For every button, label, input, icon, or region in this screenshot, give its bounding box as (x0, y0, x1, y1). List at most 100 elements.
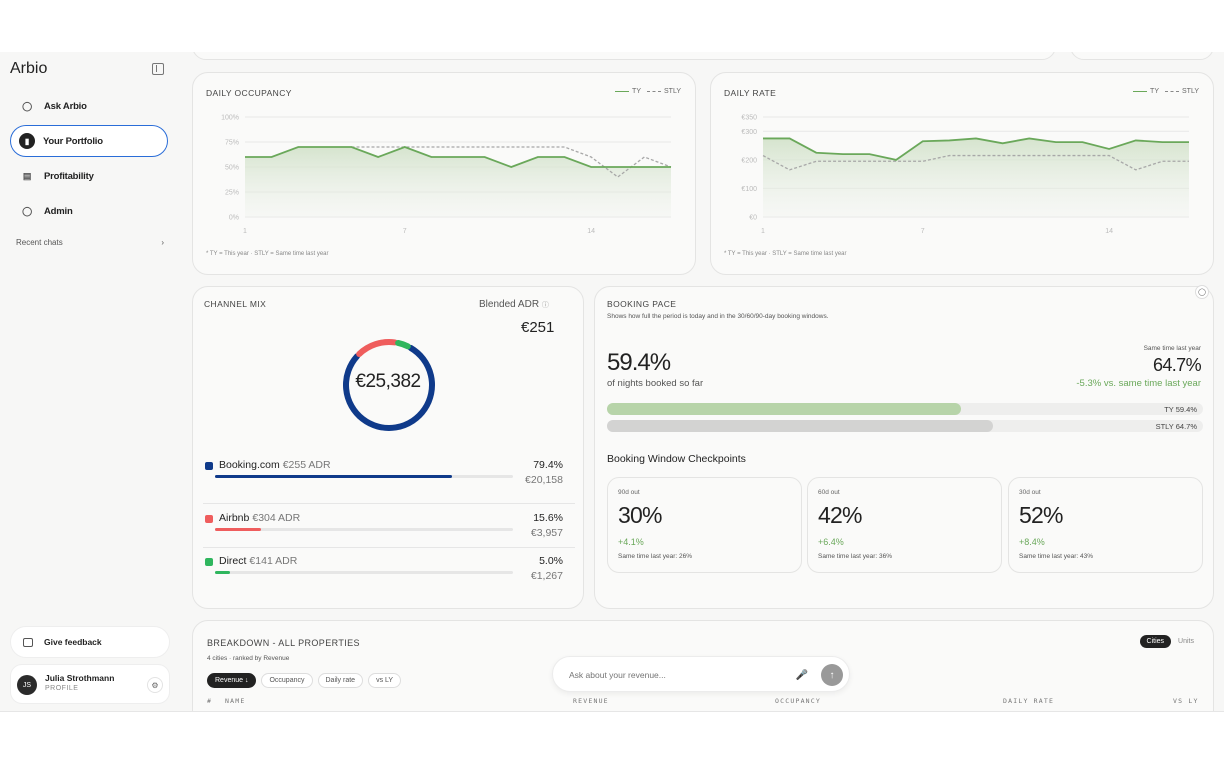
stly-progress-fill (607, 420, 993, 432)
rate-chart: €350 €300 €200 €100 €0 1 7 14 (741, 115, 1189, 235)
column-header-vs-ly[interactable]: VS LY (1173, 697, 1199, 705)
x-tick-label: 14 (587, 228, 595, 235)
chat-bubble-icon[interactable]: ◯ (1195, 285, 1209, 299)
chart-footnote: * TY = This year · STLY = Same time last… (724, 251, 847, 257)
x-tick-label: 7 (403, 228, 407, 235)
profile-role: PROFILE (45, 685, 79, 692)
daily-occupancy-card: DAILY OCCUPANCY TY STLY 100% 75% 50% 25% 0% 1… (192, 72, 696, 275)
ty-series-line (245, 146, 671, 168)
ask-input[interactable] (569, 667, 769, 683)
y-tick-label: €100 (741, 186, 757, 193)
divider (203, 547, 575, 548)
top-card-strip (1070, 52, 1214, 60)
app-frame: Arbio ◯ Ask Arbio ▮ Your Portfolio ▤ Pro… (0, 52, 1224, 712)
y-tick-label: 100% (221, 115, 239, 122)
avatar: JS (17, 675, 37, 695)
toggle-cities[interactable]: Cities (1139, 635, 1172, 648)
give-feedback-label: Give feedback (44, 637, 102, 647)
column-header-revenue[interactable]: REVENUE (573, 697, 609, 705)
card-title: DAILY RATE (724, 88, 777, 98)
send-button[interactable]: ↑ (821, 664, 843, 686)
card-subtitle: Shows how full the period is today and i… (607, 313, 829, 320)
shield-icon: ◯ (22, 205, 32, 216)
sidebar-item-profitability[interactable]: ▤ Profitability (10, 160, 168, 192)
wallet-icon: ▤ (22, 170, 32, 181)
sort-occupancy[interactable]: Occupancy (261, 673, 313, 688)
y-tick-label: 0% (229, 215, 239, 222)
legend-swatch-ty (615, 91, 630, 92)
recent-chats-toggle[interactable]: Recent chats › (16, 238, 164, 247)
blended-adr-text: Blended ADR (479, 299, 540, 310)
channel-bar-track (215, 475, 513, 478)
legend-label-stly: STLY (1182, 88, 1199, 95)
legend-swatch-stly (1165, 91, 1179, 92)
y-tick-label: 50% (225, 165, 239, 172)
sort-vs-ly[interactable]: vs LY (368, 673, 402, 688)
channel-revenue: €1,267 (530, 570, 563, 582)
chart-legend: TY STLY (615, 88, 681, 95)
ty-progress-fill (607, 403, 962, 415)
channel-bar-fill (215, 528, 262, 531)
checkpoint-value: 52% (1019, 502, 1063, 528)
chat-bubble-icon: ◯ (22, 100, 32, 111)
stly-progress-label: STLY 64.7% (1155, 422, 1197, 431)
checkpoint-stly: Same time last year: 43% (1019, 553, 1094, 560)
column-header-daily-rate[interactable]: DAILY RATE (1003, 697, 1055, 705)
checkpoint-label: 30d out (1019, 489, 1041, 496)
legend-label-ty: TY (1150, 88, 1159, 95)
profile-card[interactable]: JS Julia Strothmann PROFILE ⚙ (10, 664, 170, 704)
chart-legend: TY STLY (1133, 88, 1199, 95)
column-header-name[interactable]: NAME (225, 697, 246, 705)
channel-bar-track (215, 528, 513, 531)
divider (203, 503, 575, 504)
channel-pct: 15.6% (533, 512, 563, 524)
y-tick-label: 75% (225, 140, 239, 147)
x-tick-label: 14 (1105, 228, 1113, 235)
view-toggle: Cities Units (1139, 635, 1201, 648)
sidebar-item-admin[interactable]: ◯ Admin (10, 195, 168, 227)
channel-swatch (205, 558, 213, 566)
channel-pct: 79.4% (533, 459, 563, 471)
sort-revenue[interactable]: Revenue ↓ (207, 673, 257, 688)
donut-slice (343, 344, 435, 431)
y-tick-label: €0 (749, 215, 757, 222)
column-header-index[interactable]: # (207, 697, 213, 705)
channel-bar-fill (215, 475, 452, 478)
blended-adr-value: €251 (521, 319, 555, 336)
checkpoint-diff: +8.4% (1019, 537, 1045, 547)
y-tick-label: €350 (741, 115, 757, 122)
daily-rate-card: DAILY RATE TY STLY €350 €300 €200 €100 €0 1 7 1… (710, 72, 1214, 275)
info-icon[interactable]: ⓘ (541, 302, 549, 309)
give-feedback-button[interactable]: Give feedback (10, 626, 170, 658)
microphone-icon[interactable]: 🎤 (795, 669, 809, 681)
checkpoint-stly: Same time last year: 26% (618, 553, 693, 560)
sidebar-collapse-icon[interactable] (152, 63, 164, 75)
settings-gear-icon[interactable]: ⚙ (147, 677, 163, 693)
channel-adr: €255 ADR (282, 459, 331, 471)
sidebar-nav: ◯ Ask Arbio ▮ Your Portfolio ▤ Profitabi… (10, 90, 168, 230)
sidebar-item-your-portfolio[interactable]: ▮ Your Portfolio (10, 125, 168, 157)
toggle-units[interactable]: Units (1178, 638, 1194, 645)
x-tick-label: 7 (921, 228, 925, 235)
column-header-occupancy[interactable]: OCCUPANCY (775, 697, 822, 705)
channel-name: Booking.com €255 ADR (219, 459, 331, 471)
channel-bar-track (215, 571, 513, 574)
stly-progress-bar: STLY 64.7% (607, 420, 1203, 432)
card-subtitle: 4 cities · ranked by Revenue (207, 655, 290, 662)
stly-label: Same time last year (1143, 345, 1201, 352)
stly-series-line (762, 154, 1189, 171)
checkpoint-label: 60d out (818, 489, 840, 496)
y-tick-label: €300 (741, 129, 757, 136)
channel-adr: €304 ADR (252, 512, 301, 524)
channel-mix-card: CHANNEL MIX Blended ADR ⓘ €251 €25,382 B… (192, 286, 584, 609)
sidebar-item-label: Your Portfolio (43, 135, 103, 147)
sidebar-item-ask-arbio[interactable]: ◯ Ask Arbio (10, 90, 168, 122)
checkpoints-title: Booking Window Checkpoints (607, 453, 746, 465)
feedback-icon (23, 637, 33, 647)
sort-daily-rate[interactable]: Daily rate (317, 673, 364, 688)
checkpoint-card-30d: 30d out 52% +8.4% Same time last year: 4… (1008, 477, 1203, 573)
booked-so-far-label: of nights booked so far (607, 378, 704, 389)
channel-swatch (205, 515, 213, 523)
stly-value: 64.7% (1152, 355, 1202, 375)
